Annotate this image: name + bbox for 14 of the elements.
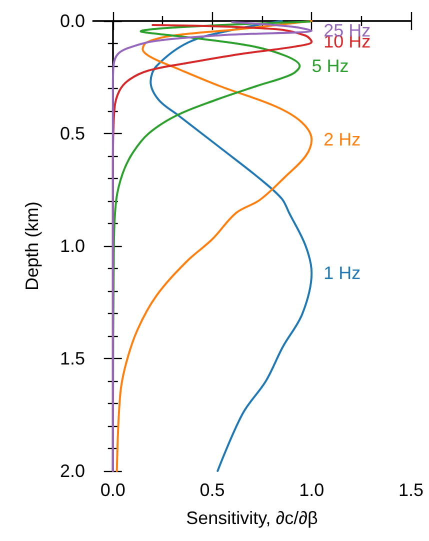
x-tick-label: 1.5 — [398, 480, 424, 500]
x-tick-label: 0.0 — [100, 480, 126, 500]
y-tick-label: 0.5 — [60, 124, 85, 144]
y-tick-label: 0.0 — [60, 11, 85, 31]
series-label: 2 Hz — [324, 130, 361, 150]
y-tick-label: 2.0 — [60, 461, 85, 481]
series-label: 1 Hz — [324, 263, 361, 283]
y-tick-label: 1.0 — [60, 236, 85, 256]
y-axis-title: Depth (km) — [22, 201, 42, 291]
series-label: 5 Hz — [312, 56, 349, 76]
x-tick-label: 1.0 — [299, 480, 324, 500]
x-tick-label: 0.5 — [200, 480, 225, 500]
x-axis-title: Sensitivity, ∂c/∂β — [186, 508, 318, 528]
y-tick-label: 1.5 — [60, 348, 85, 368]
